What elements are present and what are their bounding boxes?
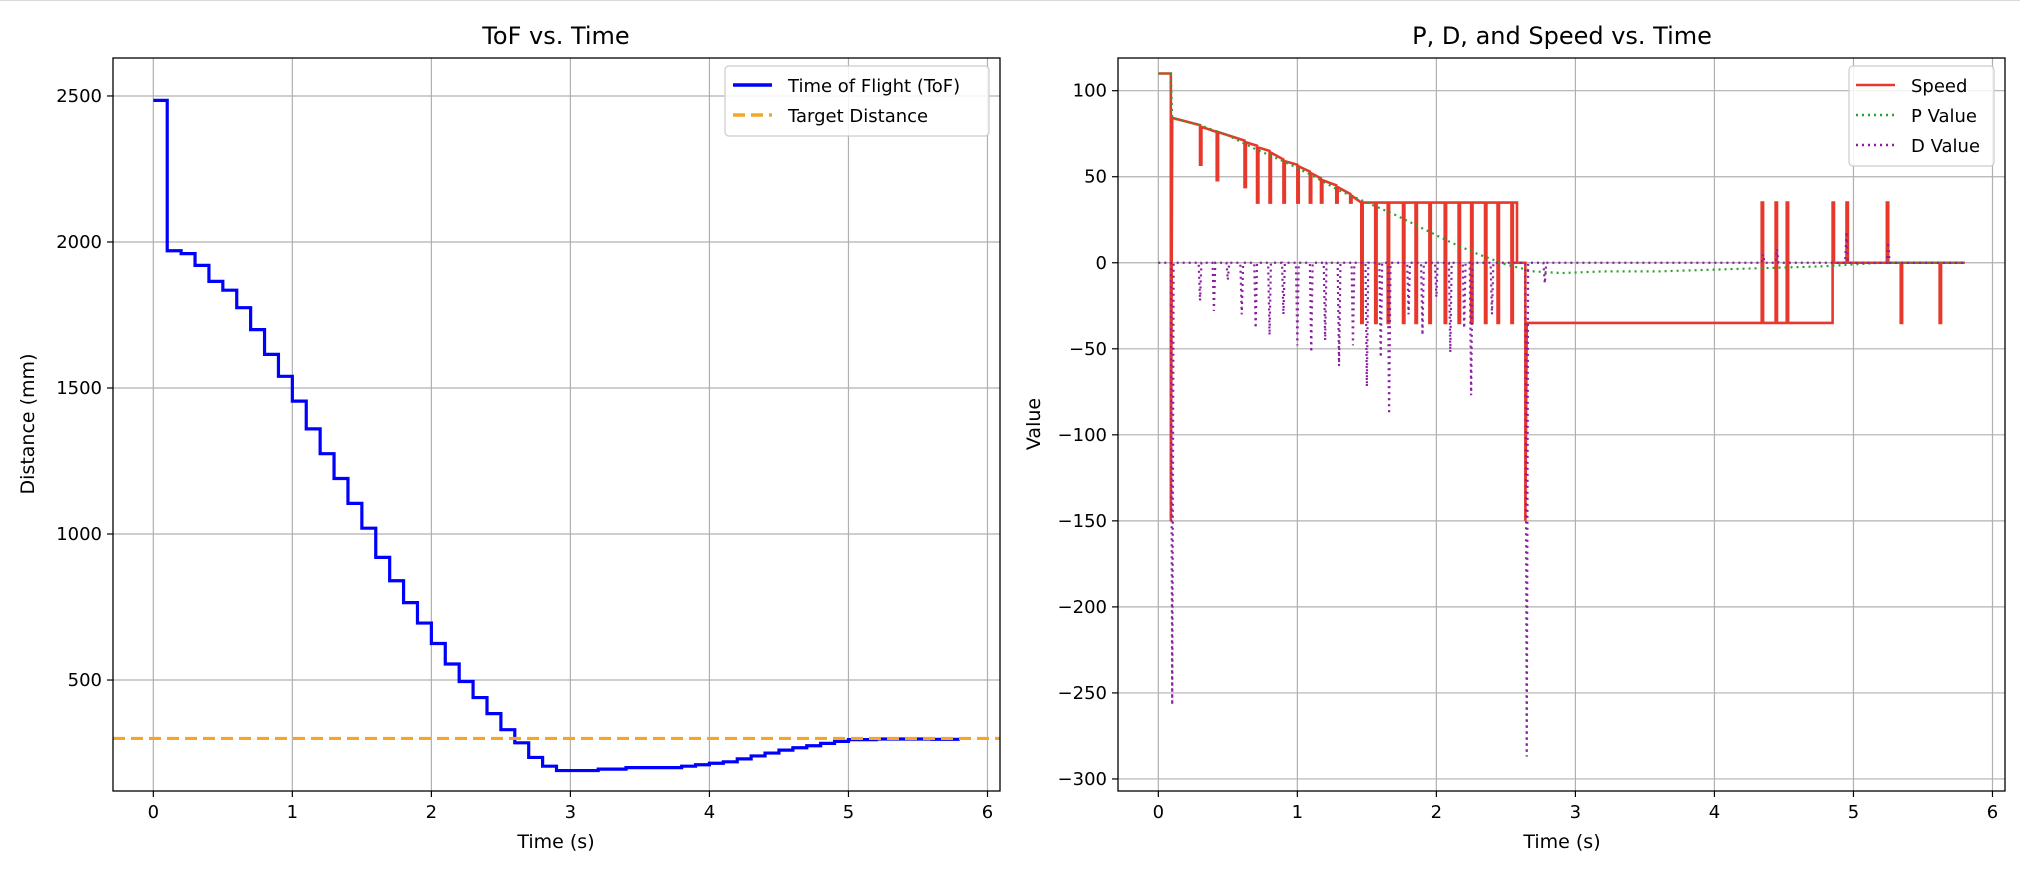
tof-chart: ToF vs. Time 0 1 2 3 4 5 65001000150020002500 …	[17, 22, 1001, 853]
y-tick-label: −300	[1058, 769, 1107, 790]
y-tick-label: 50	[1084, 167, 1107, 188]
legend-box	[724, 65, 990, 137]
y-tick-label: −250	[1058, 683, 1107, 704]
plot-area	[113, 58, 1000, 791]
legend-target-label: Target Distance	[787, 106, 928, 127]
plot-frame	[1117, 57, 2006, 792]
y-tick-label: 100	[1073, 81, 1107, 102]
x-tick-label: 4	[704, 802, 715, 823]
pd-speed-chart: P, D, and Speed vs. Time 0 1 2 3 4 5 6 −300 −250…	[1023, 22, 2006, 853]
top-border	[0, 0, 2020, 1]
y-tick-label: −150	[1058, 511, 1107, 532]
x-tick-label: 1	[287, 802, 298, 823]
x-axis-label: Time (s)	[516, 831, 594, 853]
x-tick-label: 3	[1570, 802, 1581, 823]
x-tick-label: 4	[1709, 802, 1720, 823]
legend: Time of Flight (ToF) Target Distance	[724, 65, 990, 137]
x-tick-label: 6	[982, 802, 993, 823]
legend: Speed P Value D Value	[1848, 65, 1995, 167]
y-axis-label: Distance (mm)	[17, 354, 39, 495]
legend-speed-label: Speed	[1911, 76, 1967, 97]
plot-area	[1118, 58, 2005, 791]
axis-ticks: 0 1 2 3 4 5 6 −300 −250 −200 −150 −100 −50 0 50 100	[1058, 81, 1999, 823]
plot-frame	[112, 57, 1001, 792]
y-tick-label: 500	[68, 670, 102, 691]
y-tick-label: 2500	[56, 86, 102, 107]
x-tick-label: 6	[1987, 802, 1998, 823]
x-tick-label: 1	[1292, 802, 1303, 823]
axis-ticks: 0 1 2 3 4 5 6 500 1000 1500 2000 2500	[56, 86, 993, 823]
y-tick-label: −200	[1058, 597, 1107, 618]
chart-title: ToF vs. Time	[481, 22, 629, 50]
x-tick-label: 2	[426, 802, 437, 823]
y-tick-label: 2000	[56, 232, 102, 253]
p-value-series-line	[1158, 72, 1965, 275]
y-tick-label: −100	[1058, 425, 1107, 446]
plot-lines	[113, 98, 1000, 773]
grid-lines	[1118, 58, 2005, 791]
x-tick-label: 0	[1153, 802, 1164, 823]
legend-tof-label: Time of Flight (ToF)	[787, 76, 960, 97]
chart-title: P, D, and Speed vs. Time	[1412, 22, 1712, 50]
y-tick-label: 1500	[56, 378, 102, 399]
x-axis-label: Time (s)	[1522, 831, 1600, 853]
y-axis-label: Value	[1023, 398, 1045, 450]
x-tick-label: 3	[565, 802, 576, 823]
x-tick-label: 5	[843, 802, 854, 823]
y-tick-label: 0	[1096, 253, 1107, 274]
legend-p-label: P Value	[1911, 106, 1977, 127]
x-tick-label: 2	[1431, 802, 1442, 823]
tof-series-line	[153, 98, 960, 773]
d-value-series-line	[1158, 231, 1965, 757]
plot-lines	[1158, 72, 1965, 757]
y-tick-label: 1000	[56, 524, 102, 545]
y-tick-label: −50	[1069, 339, 1107, 360]
legend-box	[1848, 65, 1995, 167]
grid-lines	[113, 58, 1000, 791]
legend-d-label: D Value	[1911, 136, 1980, 157]
x-tick-label: 0	[148, 802, 159, 823]
x-tick-label: 5	[1848, 802, 1859, 823]
